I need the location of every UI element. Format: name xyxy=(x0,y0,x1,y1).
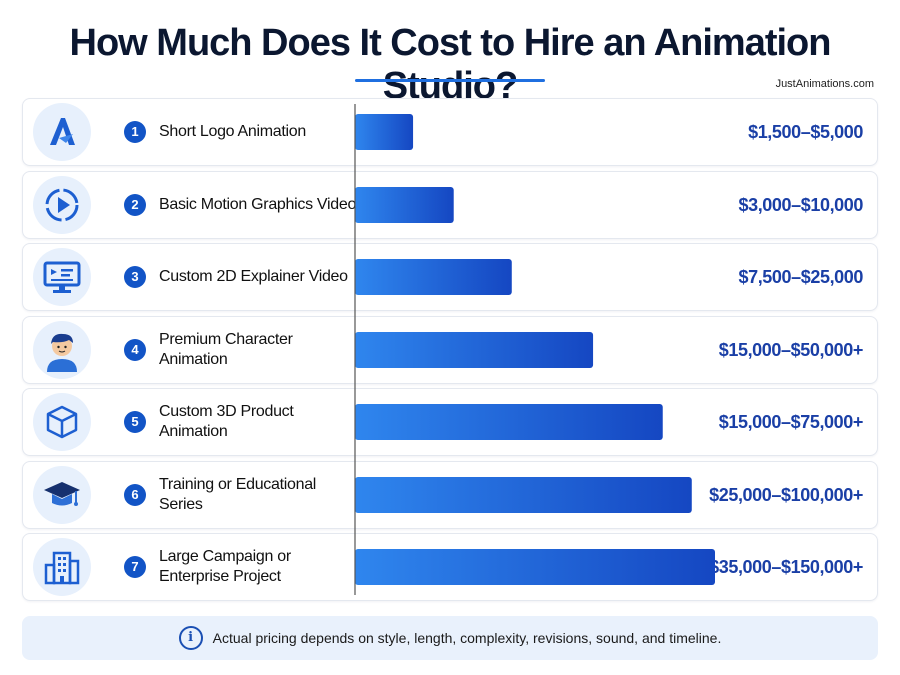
row-number-badge: 5 xyxy=(124,411,146,433)
price-range-label: $15,000–$50,000+ xyxy=(718,339,864,360)
monitor-icon xyxy=(33,248,91,306)
price-range-label: $3,000–$10,000 xyxy=(738,194,863,215)
graduation-cap-icon xyxy=(33,466,91,524)
bar xyxy=(355,114,414,150)
title-underline xyxy=(355,79,545,82)
bar xyxy=(355,477,692,513)
building-icon xyxy=(33,538,91,596)
price-range-label: $35,000–$150,000+ xyxy=(709,556,863,577)
cube-icon xyxy=(33,393,91,451)
row-number-badge: 2 xyxy=(124,194,146,216)
page-title: How Much Does It Cost to Hire an Animati… xyxy=(69,22,832,107)
bar xyxy=(355,404,663,440)
category-label: Custom 2D Explainer Video xyxy=(159,268,348,285)
pricing-note-text: Actual pricing depends on style, length,… xyxy=(212,630,722,646)
row-number-badge: 1 xyxy=(124,121,146,143)
bar xyxy=(355,332,594,368)
site-credit: JustAnimations.com xyxy=(775,78,874,90)
price-range-label: $1,500–$5,000 xyxy=(748,121,863,142)
category-label: Premium Character Animation xyxy=(159,331,293,368)
chart-row: 5 Custom 3D Product Animation $15,000–$75,… xyxy=(22,388,878,456)
row-number-badge: 3 xyxy=(124,266,146,288)
price-range-label: $25,000–$100,000+ xyxy=(709,484,863,505)
character-icon xyxy=(33,321,91,379)
bar xyxy=(355,187,454,223)
bar xyxy=(355,259,512,295)
category-label: Custom 3D Product Animation xyxy=(159,403,294,440)
play-icon xyxy=(33,176,91,234)
price-range-label: $15,000–$75,000+ xyxy=(718,411,864,432)
row-number-badge: 4 xyxy=(124,339,146,361)
row-number-badge: 6 xyxy=(124,484,146,506)
chart-row: 1 Short Logo Animation $1,500–$5,000 xyxy=(22,98,878,166)
price-range-label: $7,500–$25,000 xyxy=(738,266,863,287)
info-icon: i xyxy=(178,626,203,650)
category-label: Basic Motion Graphics Video xyxy=(159,196,357,213)
pricing-note: i Actual pricing depends on style, lengt… xyxy=(22,616,878,660)
logo-a-icon xyxy=(33,103,91,161)
category-label: Large Campaign or Enterprise Project xyxy=(159,548,291,585)
category-label: Short Logo Animation xyxy=(159,123,306,140)
bar xyxy=(355,549,715,585)
category-label: Training or Educational Series xyxy=(159,476,317,513)
row-number-badge: 7 xyxy=(124,556,146,578)
